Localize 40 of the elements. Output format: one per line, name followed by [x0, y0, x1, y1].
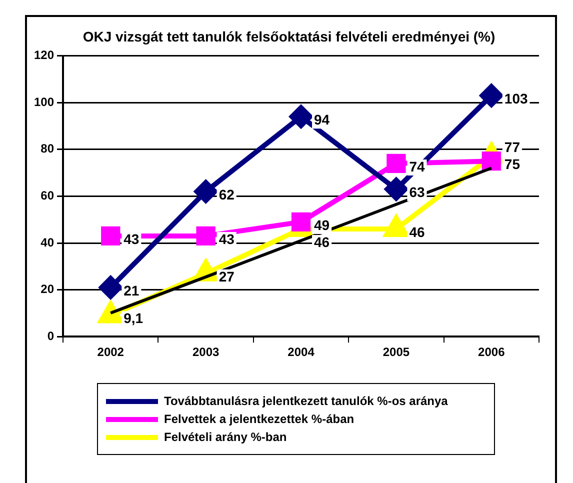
data-label: 46: [409, 224, 425, 240]
y-tick-label: 120: [34, 48, 54, 62]
legend-label: Felvettek a jelentkezettek %-ában: [164, 412, 354, 426]
data-label: 46: [314, 234, 330, 250]
legend-label: Felvételi arány %-ban: [164, 430, 287, 444]
y-tick-label: 60: [40, 188, 54, 203]
data-label: 74: [409, 158, 425, 174]
y-tick-label: 20: [40, 282, 54, 296]
x-tick-label: 2006: [478, 345, 506, 360]
data-label: 77: [504, 138, 520, 155]
data-label: 94: [314, 112, 330, 128]
x-tick-label: 2004: [288, 345, 315, 360]
chart-title: OKJ vizsgát tett tanulók felsőoktatási felvételi eredményei (%): [82, 28, 496, 44]
y-tick-label: 100: [34, 94, 54, 109]
legend-label: Továbbtanulásra jelentkezett tanulók %-os aránya: [164, 394, 448, 408]
point: [384, 178, 408, 201]
point: [290, 105, 313, 128]
data-label: 62: [218, 186, 235, 202]
y-tick-label: 40: [40, 235, 54, 250]
data-label: 75: [504, 156, 520, 172]
data-label: 63: [409, 184, 425, 200]
data-label: 43: [218, 230, 235, 247]
data-label: 49: [314, 216, 330, 233]
point: [196, 226, 216, 246]
data-label: 103: [504, 90, 528, 106]
point: [291, 212, 311, 232]
y-tick-label: 0: [47, 328, 54, 343]
point: [386, 154, 406, 174]
data-label: 21: [124, 282, 140, 298]
point: [480, 84, 503, 108]
data-label: 9,1: [124, 310, 144, 326]
point: [101, 226, 120, 246]
x-tick-label: 2002: [97, 345, 124, 360]
point: [99, 276, 122, 299]
point: [194, 180, 218, 204]
data-label: 43: [124, 230, 140, 247]
y-tick-label: 80: [40, 142, 54, 156]
data-label: 27: [218, 268, 235, 284]
x-tick-label: 2003: [192, 345, 220, 360]
x-tick-label: 2005: [382, 345, 410, 360]
